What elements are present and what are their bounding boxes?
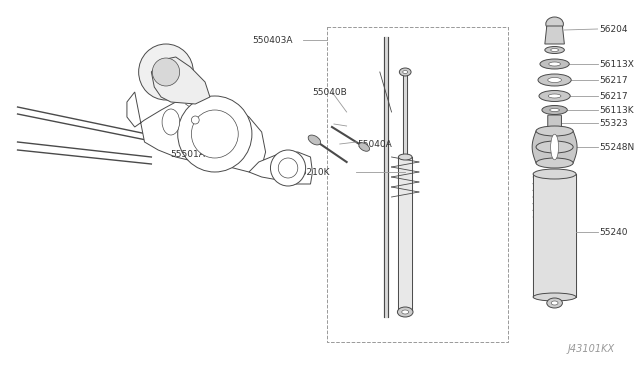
Text: 56204: 56204 — [600, 25, 628, 33]
Text: 550403A: 550403A — [252, 35, 292, 45]
Ellipse shape — [536, 141, 573, 153]
Ellipse shape — [547, 298, 563, 308]
Ellipse shape — [538, 74, 571, 86]
Text: 55240: 55240 — [600, 228, 628, 237]
Polygon shape — [533, 174, 576, 297]
Ellipse shape — [551, 301, 558, 305]
Ellipse shape — [536, 126, 573, 136]
Text: 56113X: 56113X — [600, 60, 634, 68]
Ellipse shape — [548, 62, 561, 66]
Ellipse shape — [546, 17, 563, 31]
Ellipse shape — [545, 46, 564, 54]
Circle shape — [271, 150, 306, 186]
Ellipse shape — [399, 68, 411, 76]
Ellipse shape — [540, 59, 569, 69]
Text: 56210K: 56210K — [296, 167, 330, 176]
Circle shape — [278, 158, 298, 178]
Circle shape — [191, 110, 238, 158]
Ellipse shape — [403, 71, 408, 74]
Ellipse shape — [542, 106, 567, 115]
Ellipse shape — [536, 158, 573, 168]
Ellipse shape — [550, 48, 559, 51]
Text: 56113K: 56113K — [600, 106, 634, 115]
Ellipse shape — [397, 307, 413, 317]
Ellipse shape — [539, 90, 570, 102]
Text: 55501A: 55501A — [170, 150, 205, 158]
Polygon shape — [545, 26, 564, 44]
Ellipse shape — [308, 135, 321, 145]
Text: 55040A: 55040A — [357, 140, 392, 148]
Ellipse shape — [550, 134, 559, 160]
Polygon shape — [151, 57, 210, 104]
Text: 56217: 56217 — [600, 76, 628, 84]
Ellipse shape — [550, 109, 559, 112]
Ellipse shape — [162, 109, 180, 135]
Polygon shape — [532, 131, 577, 163]
Ellipse shape — [191, 116, 199, 124]
Text: 55323: 55323 — [600, 119, 628, 128]
Text: 56217: 56217 — [600, 92, 628, 100]
FancyBboxPatch shape — [548, 115, 561, 131]
Text: 55040B: 55040B — [312, 87, 347, 96]
Circle shape — [139, 44, 193, 100]
Ellipse shape — [533, 293, 576, 301]
Text: J43101KX: J43101KX — [568, 344, 615, 354]
Ellipse shape — [548, 77, 561, 83]
Text: 55248N: 55248N — [600, 142, 635, 151]
Circle shape — [178, 96, 252, 172]
Polygon shape — [398, 157, 412, 312]
Circle shape — [152, 58, 180, 86]
Polygon shape — [384, 37, 388, 317]
Polygon shape — [403, 72, 407, 157]
Polygon shape — [127, 92, 266, 172]
Polygon shape — [249, 152, 312, 184]
Ellipse shape — [533, 169, 576, 179]
Ellipse shape — [359, 143, 369, 151]
Ellipse shape — [548, 94, 561, 98]
Ellipse shape — [398, 154, 412, 160]
Ellipse shape — [402, 310, 408, 314]
